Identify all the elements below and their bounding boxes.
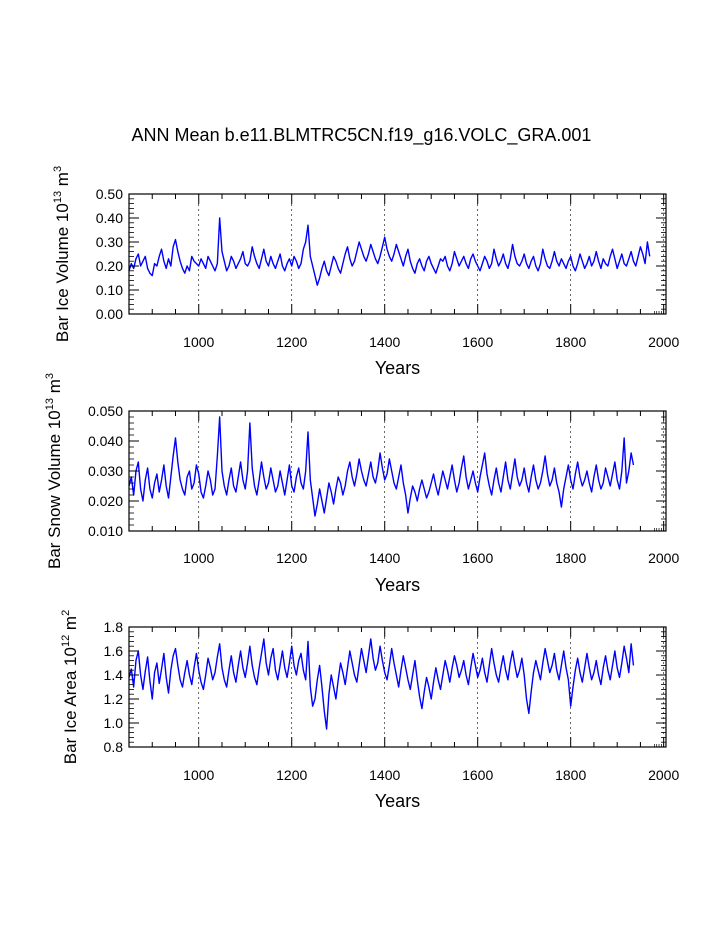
plot-frame [128, 410, 667, 532]
x-axis-label: Years [375, 791, 420, 811]
y-axis-label-exponent: 13 [52, 191, 64, 203]
y-tick-label: 0.040 [88, 433, 123, 449]
y-tick-label: 0.00 [96, 306, 123, 322]
y-tick-label: 1.0 [104, 715, 124, 731]
chart-panel-3: 1000 1200 1400 1600 1800 2000 0.8 1.0 1.2 1.4 1.6 1… [60, 610, 679, 811]
y-tick-label: 0.050 [88, 403, 123, 419]
y-tick-label: 0.010 [88, 523, 123, 539]
x-tick-label: 2000 [648, 767, 679, 783]
x-tick-label: 1600 [462, 550, 493, 566]
y-axis-label-part: m [53, 172, 72, 191]
x-axis-label: Years [375, 358, 420, 378]
chart-panel-1: 1000 1200 1400 1600 1800 2000 0.00 0.10 0.20 0.30… [52, 166, 679, 378]
plot-frame [128, 626, 667, 748]
y-tick-label: 1.4 [104, 667, 124, 683]
x-tick-label: 1800 [555, 550, 586, 566]
y-axis-label-part: m [61, 616, 80, 635]
data-series-line [128, 416, 635, 517]
y-axis-label: Bar Ice Area 1012 m2 [60, 610, 80, 764]
x-tick-label: 2000 [648, 334, 679, 350]
y-axis-label-exponent: 13 [44, 398, 56, 410]
y-tick-label: 0.020 [88, 493, 123, 509]
y-axis-label-part: Bar Snow Volume 10 [45, 410, 64, 569]
y-tick-label: 0.030 [88, 463, 123, 479]
y-tick-label: 0.8 [104, 739, 124, 755]
data-series-line [128, 638, 635, 730]
x-tick-label: 1200 [276, 334, 307, 350]
x-axis-label: Years [375, 575, 420, 595]
x-tick-label: 1000 [183, 767, 214, 783]
y-tick-label: 1.8 [104, 619, 124, 635]
x-tick-label: 1200 [276, 550, 307, 566]
x-tick-label: 1800 [555, 767, 586, 783]
x-tick-label: 1400 [369, 767, 400, 783]
data-series-line [128, 217, 651, 286]
x-tick-label: 1600 [462, 767, 493, 783]
x-tick-label: 1200 [276, 767, 307, 783]
y-tick-label: 0.40 [96, 210, 123, 226]
y-axis-label: Bar Snow Volume 1013 m3 [44, 373, 64, 569]
y-tick-label: 0.10 [96, 282, 123, 298]
y-axis-label-exponent: 3 [52, 166, 64, 172]
x-tick-label: 1400 [369, 334, 400, 350]
figure-title: ANN Mean b.e11.BLMTRC5CN.f19_g16.VOLC_GR… [131, 125, 592, 145]
plot-frame [128, 193, 667, 315]
y-tick-label: 1.2 [104, 691, 124, 707]
x-tick-label: 1000 [183, 334, 214, 350]
y-axis-label-exponent: 12 [60, 635, 72, 647]
x-tick-label: 1000 [183, 550, 214, 566]
chart-panel-2: 1000 1200 1400 1600 1800 2000 0.010 0.020 0.030 0… [44, 373, 679, 595]
y-axis-label-part: Bar Ice Area 10 [61, 647, 80, 764]
y-axis-label-exponent: 3 [44, 373, 56, 379]
y-axis-label-part: m [45, 379, 64, 398]
y-axis-label-part: Bar Ice Volume 10 [53, 203, 72, 342]
y-tick-label: 0.30 [96, 234, 123, 250]
y-tick-label: 1.6 [104, 643, 124, 659]
x-tick-label: 2000 [648, 550, 679, 566]
y-tick-label: 0.20 [96, 258, 123, 274]
x-tick-label: 1400 [369, 550, 400, 566]
x-tick-label: 1600 [462, 334, 493, 350]
x-tick-label: 1800 [555, 334, 586, 350]
y-axis-label: Bar Ice Volume 1013 m3 [52, 166, 72, 342]
y-tick-label: 0.50 [96, 186, 123, 202]
y-axis-label-exponent: 2 [60, 610, 72, 616]
